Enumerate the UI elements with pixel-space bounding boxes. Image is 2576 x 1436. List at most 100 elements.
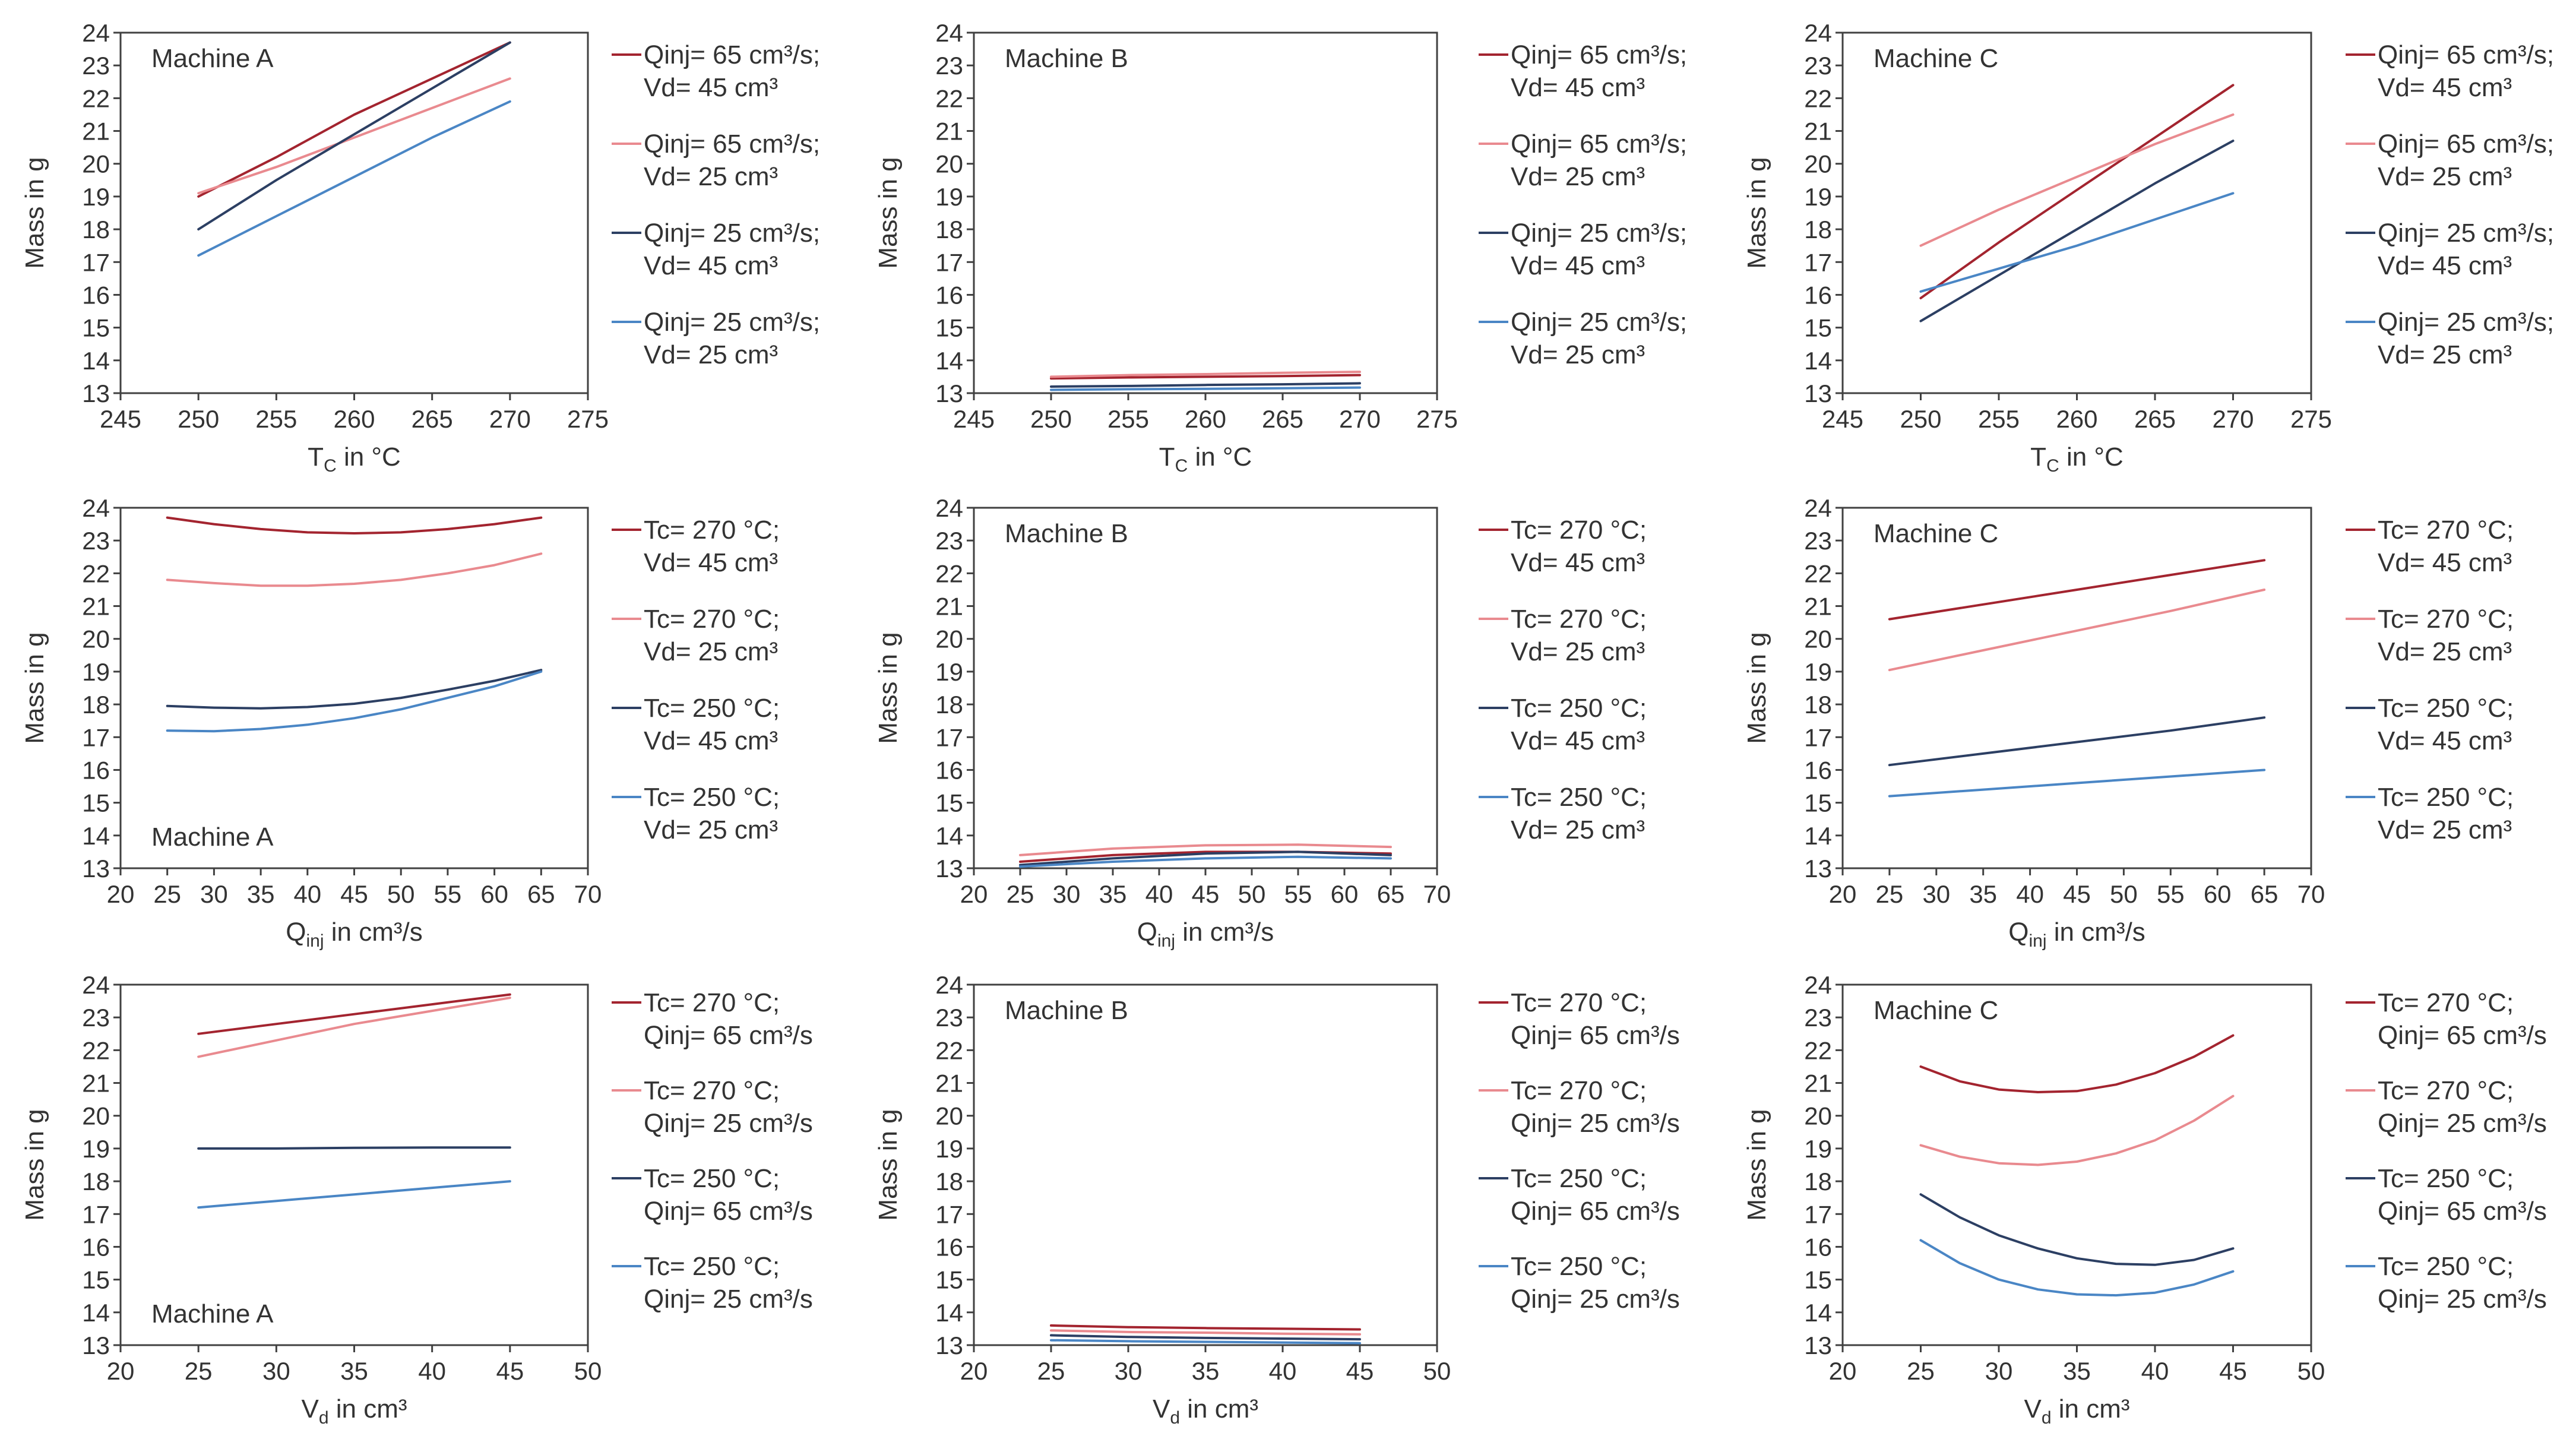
- x-tick-label: 35: [1099, 880, 1127, 908]
- legend-label: Vd= 25 cm³: [644, 815, 778, 844]
- x-axis-label: TC in °C: [1159, 442, 1252, 476]
- y-tick-label: 13: [82, 855, 110, 883]
- legend: Tc= 270 °C; Qinj= 65 cm³/s Tc= 270 °C; Qinj…: [612, 988, 813, 1314]
- x-tick-label: 250: [1900, 405, 1941, 433]
- legend-label: Tc= 270 °C;: [1511, 515, 1647, 545]
- legend-label: Vd= 45 cm³: [644, 251, 778, 280]
- y-tick-label: 19: [82, 183, 110, 211]
- series-line-4: [1050, 1339, 1361, 1345]
- y-tick-label: 24: [1804, 494, 1832, 522]
- x-tick-label: 30: [1053, 880, 1081, 908]
- y-tick-label: 18: [935, 1168, 963, 1195]
- y-tick-label: 14: [1804, 347, 1832, 375]
- y-tick-label: 17: [82, 1200, 110, 1228]
- legend-label: Qinj= 65 cm³/s;: [2378, 40, 2554, 69]
- y-tick-label: 16: [1804, 756, 1832, 784]
- series-line-1: [1919, 84, 2235, 299]
- y-tick-label: 21: [82, 593, 110, 621]
- x-tick-label: 20: [107, 880, 135, 908]
- series-line-1: [1050, 1324, 1361, 1331]
- chart-title: Machine C: [1874, 519, 1998, 548]
- y-tick-label: 21: [1804, 118, 1832, 146]
- y-tick-label: 19: [82, 1135, 110, 1163]
- x-tick-label: 270: [489, 405, 531, 433]
- y-tick-label: 22: [1804, 84, 1832, 112]
- series-line-3: [1019, 850, 1392, 866]
- legend-label: Tc= 250 °C;: [1511, 783, 1647, 812]
- y-tick-label: 19: [1804, 1135, 1832, 1163]
- x-tick-label: 50: [387, 880, 415, 908]
- y-tick-label: 22: [935, 1036, 963, 1064]
- y-tick-label: 19: [1804, 658, 1832, 686]
- x-tick-label: 45: [496, 1357, 524, 1385]
- legend-label: Tc= 270 °C;: [2378, 1076, 2514, 1105]
- x-tick-label: 70: [1423, 880, 1451, 908]
- legend-label: Tc= 270 °C;: [644, 988, 780, 1017]
- chart-panel-2: 13 14 15 16 17 18 19 20 21 22 23 24 245 250 255 260 265 2…: [874, 19, 1687, 476]
- y-tick-label: 14: [935, 1299, 963, 1327]
- series-line-3: [1919, 140, 2235, 322]
- chart-panel-7: 13 14 15 16 17 18 19 20 21 22 23 24 20 25 30 35 40 45 50 Vd…: [20, 971, 813, 1428]
- legend-label: Qinj= 25 cm³/s: [644, 1109, 813, 1138]
- legend-label: Tc= 250 °C;: [644, 1164, 780, 1193]
- y-tick-label: 16: [82, 756, 110, 784]
- x-tick-label: 245: [100, 405, 141, 433]
- series-line-1: [166, 516, 543, 534]
- y-tick-label: 18: [82, 1168, 110, 1195]
- legend: Qinj= 65 cm³/s; Vd= 45 cm³ Qinj= 65 cm³/s;…: [1479, 40, 1687, 369]
- y-tick-label: 20: [935, 1102, 963, 1130]
- y-tick-label: 24: [935, 494, 963, 522]
- x-tick-label: 60: [2204, 880, 2232, 908]
- legend-label: Tc= 270 °C;: [2378, 515, 2514, 545]
- legend-label: Vd= 45 cm³: [644, 726, 778, 755]
- legend-label: Vd= 45 cm³: [2378, 726, 2512, 755]
- x-axis-label: TC in °C: [2030, 442, 2124, 476]
- x-tick-label: 35: [1969, 880, 1997, 908]
- x-tick-label: 25: [1876, 880, 1904, 908]
- y-tick-label: 24: [935, 19, 963, 47]
- y-tick-label: 15: [935, 314, 963, 342]
- chart-title: Machine C: [1874, 44, 1998, 73]
- y-tick-label: 22: [1804, 1036, 1832, 1064]
- y-tick-label: 18: [935, 216, 963, 243]
- x-axis-label: Qinj in cm³/s: [286, 918, 422, 951]
- legend-label: Vd= 25 cm³: [1511, 340, 1645, 369]
- y-tick-label: 14: [1804, 1299, 1832, 1327]
- legend-label: Qinj= 65 cm³/s: [2378, 1021, 2547, 1050]
- legend-label: Qinj= 65 cm³/s;: [1511, 129, 1687, 159]
- legend-label: Vd= 25 cm³: [1511, 637, 1645, 666]
- x-tick-label: 25: [1037, 1357, 1065, 1385]
- x-tick-label: 275: [1416, 405, 1458, 433]
- chart-title: Machine A: [151, 1299, 274, 1329]
- y-tick-label: 24: [1804, 971, 1832, 999]
- legend-label: Vd= 45 cm³: [1511, 251, 1645, 280]
- x-tick-label: 70: [574, 880, 602, 908]
- legend-label: Tc= 250 °C;: [2378, 694, 2514, 723]
- chart-title: Machine B: [1005, 519, 1128, 548]
- y-tick-label: 17: [935, 248, 963, 276]
- y-tick-label: 14: [82, 822, 110, 850]
- series-line-3: [1050, 382, 1361, 388]
- series-line-2: [1050, 1329, 1361, 1336]
- plot-frame: [1841, 507, 2312, 869]
- y-tick-label: 22: [82, 84, 110, 112]
- x-tick-label: 60: [480, 880, 508, 908]
- legend: Qinj= 65 cm³/s; Vd= 45 cm³ Qinj= 65 cm³/s;…: [2346, 40, 2554, 369]
- x-tick-label: 265: [412, 405, 453, 433]
- legend-label: Tc= 270 °C;: [644, 515, 780, 545]
- chart-panel-8: 13 14 15 16 17 18 19 20 21 22 23 24 20 25 30 35 40 45 50 Vd…: [874, 971, 1680, 1428]
- y-axis-label: Mass in g: [1742, 157, 1771, 268]
- y-axis-label: Mass in g: [20, 1109, 49, 1220]
- x-tick-label: 35: [1192, 1357, 1220, 1385]
- legend: Tc= 270 °C; Qinj= 65 cm³/s Tc= 270 °C; Qinj…: [1479, 988, 1680, 1314]
- plot-frame: [119, 507, 589, 869]
- y-tick-label: 13: [1804, 1331, 1832, 1359]
- y-tick-label: 16: [1804, 281, 1832, 309]
- x-tick-label: 30: [200, 880, 228, 908]
- series-line-4: [166, 670, 543, 733]
- series-line-3: [197, 1146, 511, 1150]
- plot-frame: [973, 507, 1438, 869]
- x-tick-label: 245: [953, 405, 995, 433]
- y-tick-label: 15: [82, 1266, 110, 1294]
- x-tick-label: 50: [574, 1357, 602, 1385]
